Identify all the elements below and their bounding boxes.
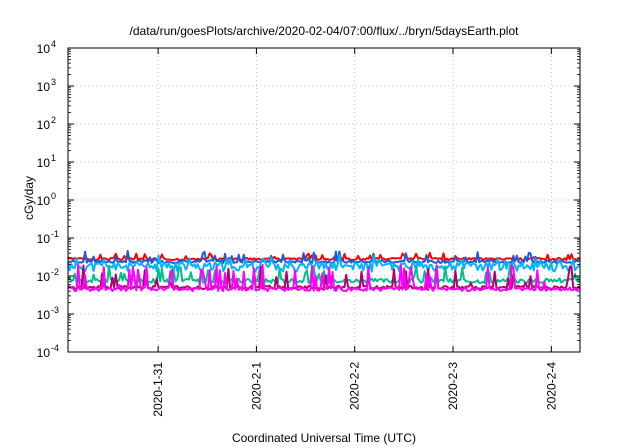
x-tick-label: 2020-2-4 [544,362,558,410]
x-tick-label: 2020-2-2 [348,362,362,410]
y-tick-label: 10 [37,308,51,322]
data-series [67,249,581,293]
y-tick-label: 10 [37,80,51,94]
y-tick-exponent: 4 [51,39,56,49]
y-tick-label: 10 [37,42,51,56]
y-tick-exponent: 0 [51,191,56,201]
y-tick-exponent: 3 [51,77,56,87]
series-line [67,254,581,273]
y-tick-label: 10 [37,270,51,284]
y-tick-label: 10 [37,232,51,246]
x-tick-label: 2020-1-31 [151,362,165,417]
chart-title: /data/run/goesPlots/archive/2020-02-04/0… [130,24,520,38]
y-tick-exponent: -1 [51,229,59,239]
y-tick-label: 10 [37,118,51,132]
x-tick-label: 2020-2-1 [249,362,263,410]
y-axis-label: cGy/day [22,176,36,220]
y-tick-label: 10 [37,156,51,170]
y-tick-exponent: -2 [51,267,59,277]
x-axis-label: Coordinated Universal Time (UTC) [232,431,416,445]
y-tick-exponent: -4 [51,343,59,353]
grid-lines [68,48,580,352]
x-tick-label: 2020-2-3 [446,362,460,410]
y-tick-exponent: 2 [51,115,56,125]
y-tick-exponent: -3 [51,305,59,315]
y-tick-label: 10 [37,346,51,360]
series-line [67,251,581,262]
y-tick-exponent: 1 [51,153,56,163]
series-line [67,249,581,264]
y-tick-label: 10 [37,194,51,208]
series-line [67,263,581,293]
